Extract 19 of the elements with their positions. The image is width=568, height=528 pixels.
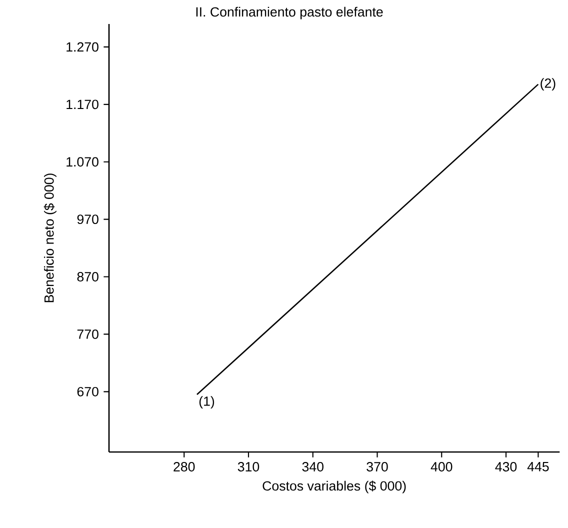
x-tick-label: 340 [302, 462, 324, 472]
chart-title: II. Confinamiento pasto elefante [196, 6, 383, 20]
y-tick-label: 1.170 [66, 100, 98, 110]
y-tick-label: 1.070 [66, 157, 98, 167]
annotation: (2) [540, 78, 556, 91]
annotation: (1) [199, 396, 214, 409]
y-tick-label: 970 [77, 214, 98, 224]
x-tick-label: 445 [527, 462, 549, 472]
y-tick-label: 770 [77, 330, 98, 339]
x-tick-label: 430 [495, 462, 517, 472]
y-tick-label: 870 [77, 272, 98, 282]
x-tick-label: 310 [238, 462, 260, 472]
y-tick-label: 670 [77, 386, 98, 396]
x-tick-label: 400 [430, 462, 452, 472]
y-axis-title: Beneficio neto ($ 000) [44, 174, 56, 302]
x-axis-title: Costos variables ($ 000) [262, 480, 406, 494]
x-tick-label: 370 [366, 462, 388, 472]
x-tick-label: 280 [174, 462, 195, 472]
y-tick-label: 1.270 [66, 42, 98, 52]
